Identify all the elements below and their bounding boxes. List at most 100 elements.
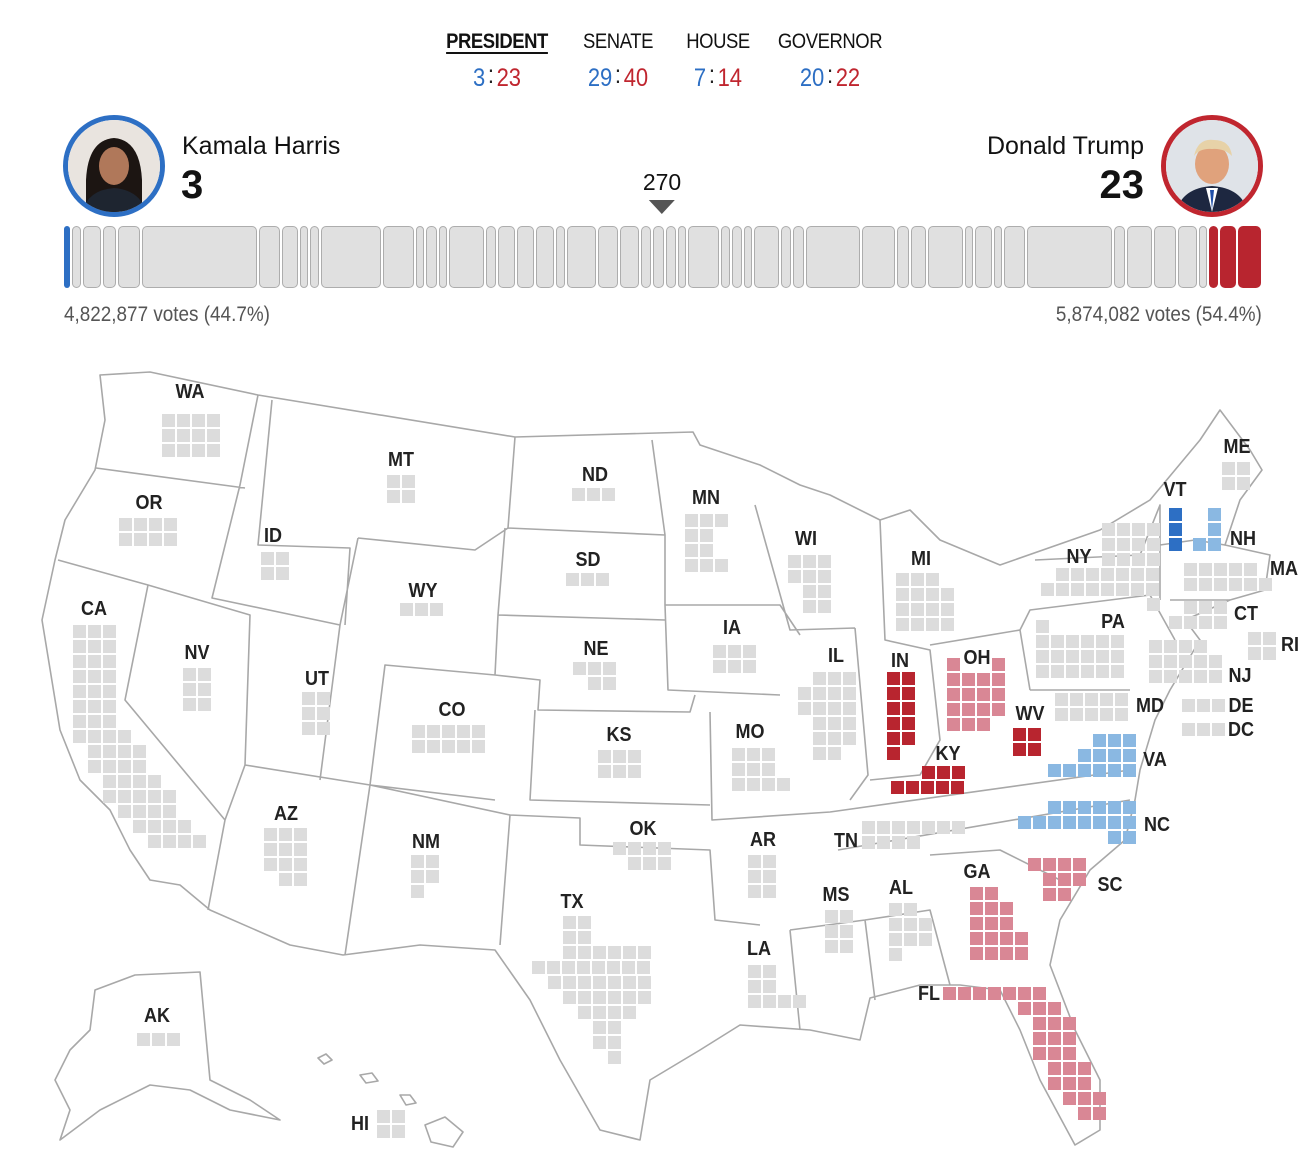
pending-segment[interactable] (448, 226, 485, 288)
pending-segment[interactable] (310, 226, 319, 288)
state-grid-ma[interactable] (1184, 563, 1272, 591)
state-grid-la[interactable] (748, 965, 806, 1008)
pending-segment[interactable] (382, 226, 415, 288)
pending-segment[interactable] (911, 226, 926, 288)
pending-segment[interactable] (517, 226, 534, 288)
state-grid-ok[interactable] (613, 842, 671, 870)
rep-segment[interactable] (1219, 226, 1237, 288)
pending-segment[interactable] (426, 226, 437, 288)
state-grid-mi[interactable] (896, 573, 954, 631)
pending-segment[interactable] (597, 226, 619, 288)
pending-segment[interactable] (965, 226, 974, 288)
pending-segment[interactable] (1153, 226, 1177, 288)
state-grid-il[interactable] (798, 672, 856, 760)
pending-segment[interactable] (1198, 226, 1208, 288)
rep-segment[interactable] (1238, 226, 1262, 288)
state-grid-sd[interactable] (566, 573, 609, 586)
tab-governor[interactable]: GOVERNOR 20:22 (771, 30, 890, 93)
pending-segment[interactable] (556, 226, 565, 288)
pending-segment[interactable] (498, 226, 516, 288)
state-grid-md[interactable] (1055, 693, 1128, 721)
state-grid-mo[interactable] (732, 748, 790, 791)
tab-house[interactable]: HOUSE 7:14 (682, 30, 754, 93)
state-grid-az[interactable] (264, 828, 307, 886)
state-grid-nj[interactable] (1149, 640, 1222, 683)
pending-segment[interactable] (1027, 226, 1113, 288)
state-grid-al[interactable] (889, 903, 932, 961)
pending-segment[interactable] (300, 226, 309, 288)
state-grid-sc[interactable] (1028, 858, 1086, 901)
pending-segment[interactable] (620, 226, 639, 288)
state-grid-ca[interactable] (73, 625, 206, 848)
pending-segment[interactable] (805, 226, 860, 288)
pending-segment[interactable] (281, 226, 299, 288)
state-grid-wa[interactable] (162, 414, 220, 457)
pending-segment[interactable] (82, 226, 102, 288)
state-grid-nc[interactable] (1018, 801, 1136, 844)
pending-segment[interactable] (754, 226, 780, 288)
pending-segment[interactable] (416, 226, 425, 288)
state-grid-me[interactable] (1222, 462, 1250, 490)
state-grid-ne[interactable] (573, 662, 616, 690)
state-grid-de[interactable] (1182, 699, 1225, 712)
pending-segment[interactable] (566, 226, 596, 288)
state-grid-ga[interactable] (970, 887, 1028, 960)
pending-segment[interactable] (117, 226, 141, 288)
state-grid-tx[interactable] (532, 916, 651, 1064)
pending-segment[interactable] (861, 226, 896, 288)
state-grid-ky[interactable] (891, 766, 965, 794)
state-grid-or[interactable] (119, 518, 177, 546)
pending-segment[interactable] (975, 226, 993, 288)
pending-segment[interactable] (535, 226, 555, 288)
state-grid-ar[interactable] (748, 855, 776, 898)
state-grid-fl[interactable] (943, 987, 1106, 1120)
pending-segment[interactable] (743, 226, 753, 288)
pending-segment[interactable] (72, 226, 81, 288)
pending-segment[interactable] (1178, 226, 1197, 288)
state-grid-nd[interactable] (572, 488, 615, 501)
state-grid-ak[interactable] (137, 1033, 180, 1046)
state-grid-co[interactable] (412, 725, 485, 753)
state-grid-ms[interactable] (825, 910, 853, 953)
state-grid-ny[interactable] (1041, 523, 1160, 611)
tab-senate[interactable]: SENATE 29:40 (578, 30, 657, 93)
state-grid-ut[interactable] (302, 692, 330, 735)
state-grid-mn[interactable] (685, 514, 728, 572)
pending-segment[interactable] (688, 226, 720, 288)
state-grid-hi[interactable] (377, 1110, 405, 1138)
rep-segment[interactable] (1209, 226, 1218, 288)
state-grid-va[interactable] (1048, 734, 1136, 777)
pending-segment[interactable] (320, 226, 381, 288)
pending-segment[interactable] (258, 226, 280, 288)
state-grid-wi[interactable] (788, 555, 831, 613)
pending-segment[interactable] (897, 226, 910, 288)
state-grid-mt[interactable] (387, 475, 415, 503)
pending-segment[interactable] (1126, 226, 1152, 288)
state-grid-ia[interactable] (713, 645, 756, 673)
pending-segment[interactable] (731, 226, 742, 288)
state-grid-pa[interactable] (1036, 620, 1124, 678)
pending-segment[interactable] (721, 226, 730, 288)
pending-segment[interactable] (781, 226, 792, 288)
state-grid-wy[interactable] (400, 603, 443, 616)
pending-segment[interactable] (994, 226, 1003, 288)
state-grid-in[interactable] (887, 672, 915, 760)
pending-segment[interactable] (1114, 226, 1125, 288)
pending-segment[interactable] (1004, 226, 1026, 288)
pending-segment[interactable] (927, 226, 964, 288)
state-grid-oh[interactable] (947, 658, 1005, 731)
pending-segment[interactable] (665, 226, 676, 288)
pending-segment[interactable] (677, 226, 687, 288)
dem-segment[interactable] (64, 226, 71, 288)
state-grid-wv[interactable] (1013, 728, 1041, 756)
state-grid-nh[interactable] (1193, 508, 1221, 551)
state-grid-id[interactable] (261, 552, 289, 580)
state-grid-nv[interactable] (183, 668, 211, 711)
state-grid-dc[interactable] (1182, 723, 1225, 736)
pending-segment[interactable] (142, 226, 257, 288)
pending-segment[interactable] (486, 226, 497, 288)
pending-segment[interactable] (653, 226, 664, 288)
state-grid-nm[interactable] (411, 855, 439, 898)
tab-president[interactable]: PRESIDENT 3:23 (439, 30, 555, 93)
pending-segment[interactable] (103, 226, 116, 288)
